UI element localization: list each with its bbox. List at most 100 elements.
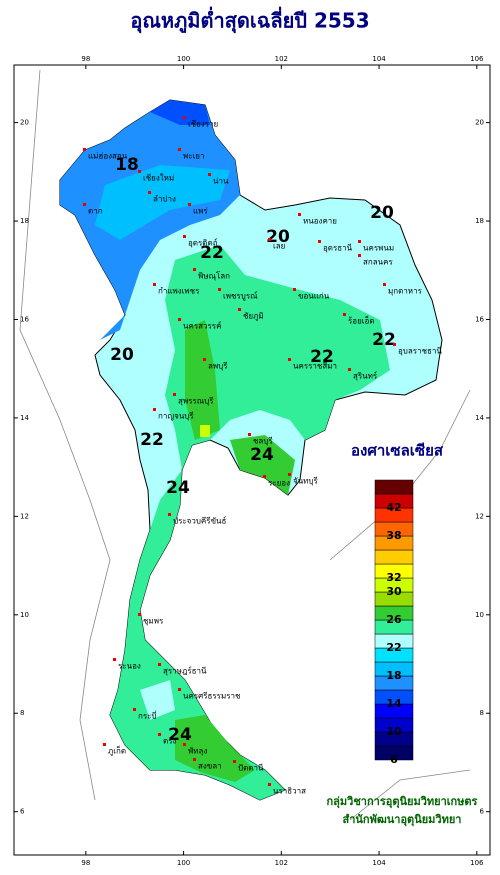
x-tick-label: 104 bbox=[372, 55, 386, 63]
station bbox=[193, 758, 196, 761]
station bbox=[203, 358, 206, 361]
station bbox=[133, 708, 136, 711]
legend-swatch bbox=[374, 479, 414, 495]
station bbox=[113, 658, 116, 661]
warm-east bbox=[230, 435, 295, 495]
station bbox=[343, 313, 346, 316]
station bbox=[318, 240, 321, 243]
y-tick-label: 10 bbox=[475, 611, 484, 619]
x-tick-label: 106 bbox=[470, 55, 484, 63]
place-name: ภูเก็ต bbox=[108, 746, 126, 757]
legend-tick-label: 42 bbox=[386, 501, 401, 514]
station bbox=[393, 343, 396, 346]
place-name: มุกดาหาร bbox=[388, 287, 423, 296]
y-tick-label: 8 bbox=[20, 709, 24, 717]
station bbox=[188, 203, 191, 206]
place-name: ตาก bbox=[88, 207, 103, 216]
y-tick-label: 20 bbox=[20, 119, 29, 127]
x-tick-label: 104 bbox=[372, 859, 386, 867]
place-name: ปัตตานี bbox=[238, 764, 264, 773]
station bbox=[83, 148, 86, 151]
place-name: ร้อยเอ็ด bbox=[348, 316, 375, 326]
place-name: น่าน bbox=[213, 177, 229, 186]
contour-label: 22 bbox=[200, 243, 224, 263]
contour-label: 22 bbox=[310, 347, 334, 367]
station bbox=[158, 733, 161, 736]
station bbox=[103, 743, 106, 746]
station bbox=[193, 268, 196, 271]
station bbox=[293, 288, 296, 291]
legend-tick-label: 10 bbox=[386, 725, 402, 738]
station bbox=[173, 393, 176, 396]
station bbox=[183, 116, 186, 119]
contour-label: 24 bbox=[250, 445, 274, 465]
y-tick-label: 16 bbox=[20, 315, 29, 323]
y-tick-label: 6 bbox=[480, 808, 485, 816]
place-name: แพร่ bbox=[193, 207, 208, 216]
place-name: สุพรรณบุรี bbox=[178, 397, 214, 406]
station bbox=[208, 173, 211, 176]
place-name: เพชรบูรณ์ bbox=[223, 291, 258, 302]
place-name: นราธิวาส bbox=[273, 787, 306, 796]
cool-north bbox=[95, 165, 230, 240]
y-tick-label: 18 bbox=[475, 217, 484, 225]
contour-label: 22 bbox=[372, 330, 396, 350]
contour-label: 20 bbox=[266, 227, 290, 247]
legend-title: องศาเซลเซียส bbox=[351, 442, 444, 460]
place-name: เชียงราย bbox=[188, 120, 218, 129]
place-name: สุรินทร์ bbox=[353, 371, 378, 381]
place-name: ตรัง bbox=[163, 737, 176, 746]
warm-center bbox=[185, 320, 220, 440]
place-name: นครพนม bbox=[363, 244, 394, 253]
place-name: จันทบุรี bbox=[293, 477, 319, 486]
place-name: หนองคาย bbox=[303, 217, 337, 226]
y-tick-label: 10 bbox=[20, 611, 29, 619]
y-tick-label: 18 bbox=[20, 217, 29, 225]
station bbox=[138, 170, 141, 173]
warm-south bbox=[175, 715, 255, 782]
x-tick-label: 106 bbox=[470, 859, 484, 867]
place-name: ลพบุรี bbox=[208, 362, 228, 371]
station bbox=[178, 318, 181, 321]
station bbox=[148, 191, 151, 194]
y-tick-label: 8 bbox=[480, 709, 484, 717]
legend-tick-label: 32 bbox=[386, 571, 401, 584]
y-tick-label: 14 bbox=[20, 414, 29, 422]
legend-swatch bbox=[374, 549, 414, 565]
place-name: อุตรดิตถ์ bbox=[188, 238, 218, 248]
station bbox=[218, 288, 221, 291]
contour-label: 20 bbox=[110, 345, 134, 365]
y-tick-label: 16 bbox=[475, 315, 484, 323]
place-name: นครสวรรค์ bbox=[183, 321, 221, 331]
station bbox=[233, 760, 236, 763]
place-name: ชัยภูมิ bbox=[243, 312, 264, 322]
hot-spot bbox=[200, 425, 210, 437]
place-name: พะเยา bbox=[183, 152, 204, 161]
neighbor-borders bbox=[19, 69, 471, 821]
station bbox=[358, 240, 361, 243]
station bbox=[268, 783, 271, 786]
station bbox=[383, 283, 386, 286]
x-tick-label: 102 bbox=[275, 55, 288, 63]
place-name: แม่ฮ่องสอน bbox=[88, 152, 128, 161]
y-tick-label: 20 bbox=[475, 119, 484, 127]
contour-label: 22 bbox=[140, 430, 164, 450]
x-tick-label: 100 bbox=[177, 859, 190, 867]
place-name: สงขลา bbox=[198, 762, 222, 771]
station bbox=[183, 235, 186, 238]
y-tick-label: 14 bbox=[475, 414, 484, 422]
place-name: ชุมพร bbox=[143, 617, 164, 626]
x-tick-label: 98 bbox=[81, 55, 90, 63]
contour-label: 24 bbox=[166, 478, 190, 498]
legend-tick-label: 18 bbox=[386, 669, 401, 682]
legend-tick-label: 30 bbox=[386, 585, 402, 598]
place-name: เลย bbox=[273, 242, 285, 251]
place-name: พิษณุโลก bbox=[198, 271, 230, 281]
station bbox=[138, 613, 141, 616]
station bbox=[183, 743, 186, 746]
station bbox=[298, 213, 301, 216]
station bbox=[153, 408, 156, 411]
legend-tick-label: 6 bbox=[390, 753, 398, 766]
station bbox=[348, 368, 351, 371]
station bbox=[168, 513, 171, 516]
